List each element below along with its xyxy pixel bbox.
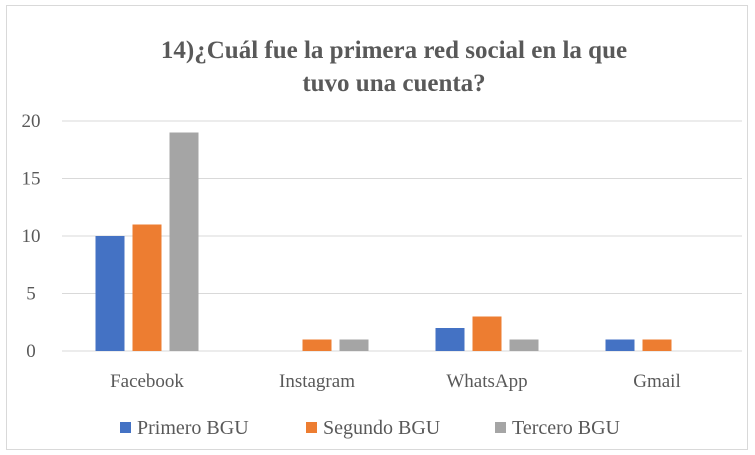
legend-label: Tercero BGU: [512, 417, 621, 439]
legend: Primero BGU Segundo BGU Tercero BGU: [120, 417, 621, 439]
legend-label: Segundo BGU: [323, 417, 441, 439]
bar: [642, 339, 672, 351]
bars: [95, 132, 672, 351]
bar: [472, 316, 502, 351]
bar: [339, 339, 369, 351]
y-tick-label: 0: [26, 341, 36, 362]
y-tick-label: 20: [22, 111, 41, 132]
bar: [435, 328, 465, 351]
gridlines: [62, 120, 742, 352]
legend-swatch: [495, 422, 506, 433]
x-tick-label: Gmail: [633, 371, 681, 392]
x-axis-ticks: Facebook Instagram WhatsApp Gmail: [110, 371, 681, 392]
y-tick-label: 5: [26, 284, 36, 305]
y-tick-label: 15: [22, 169, 41, 190]
legend-swatch: [306, 422, 317, 433]
bar: [509, 339, 539, 351]
x-tick-label: WhatsApp: [446, 371, 527, 392]
legend-swatch: [120, 422, 131, 433]
bar: [95, 236, 125, 351]
chart-frame: 14)¿Cuál fue la primera red social en la…: [6, 5, 748, 450]
bar: [302, 339, 332, 351]
bar: [605, 339, 635, 351]
chart-title-line-1: 14)¿Cuál fue la primera red social en la…: [161, 37, 627, 64]
y-axis-ticks: 0 5 10 15 20: [22, 111, 41, 362]
x-tick-label: Instagram: [279, 371, 355, 392]
bar-chart: 14)¿Cuál fue la primera red social en la…: [22, 37, 742, 439]
bar: [169, 132, 199, 351]
legend-label: Primero BGU: [137, 417, 249, 439]
x-tick-label: Facebook: [110, 371, 184, 392]
chart-title-line-2: tuvo una cuenta?: [302, 70, 485, 97]
y-tick-label: 10: [22, 226, 41, 247]
bar: [132, 224, 162, 351]
